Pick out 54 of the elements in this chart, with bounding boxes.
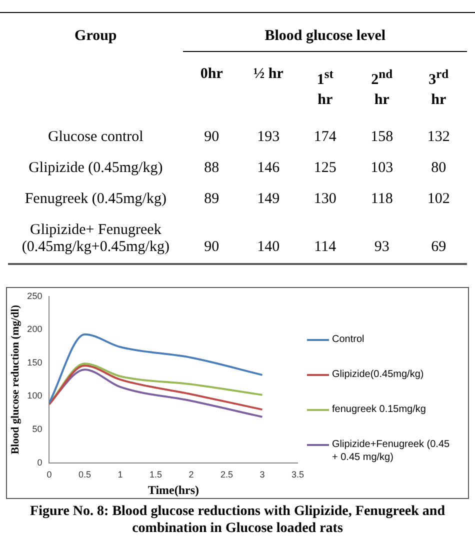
data-label: 140 <box>256 238 281 257</box>
legend-label: Glipizide+Fenugreek (0.45 + 0.45 mg/kg) <box>332 438 451 464</box>
data-label: 149 <box>256 190 281 209</box>
category-label: 3$^{rd}$ hr <box>428 66 450 110</box>
data-label: 90 <box>203 128 220 147</box>
data-label: 93 <box>373 238 390 257</box>
y-tick-label: 250 <box>27 290 42 301</box>
data-label: 90 <box>203 238 220 257</box>
data-label: 118 <box>370 190 394 209</box>
text: Figure No. 8: Blood glucose reductions with Glipizide, Fenugreek and combination in Glucose loaded rats <box>29 503 446 537</box>
data-label: 69 <box>430 238 448 257</box>
x-axis-title: Time(hrs) <box>148 482 200 497</box>
x-tick-label: 1.5 <box>149 470 162 480</box>
data-label: 80 <box>430 159 448 178</box>
x-tick-label: 2 <box>188 470 194 480</box>
legend-label: fenugreek 0.15mg/kg <box>332 402 426 416</box>
y-tick-label: 100 <box>27 390 42 401</box>
data-label: 146 <box>256 159 281 178</box>
data-label: 158 <box>370 128 394 147</box>
x-tick-label: 1 <box>118 470 123 480</box>
data-label: 125 <box>312 159 338 178</box>
data-label: 103 <box>370 159 394 178</box>
text: Glipizide+ Fenugreek (0.45mg/kg+0.45mg/kg) <box>20 221 170 257</box>
text: Blood glucose level <box>183 27 467 52</box>
data-label: 89 <box>203 190 220 209</box>
data-label: 88 <box>203 159 220 178</box>
text: Glucose control <box>46 128 144 147</box>
category-label: 1$^{st}$ hr <box>316 66 334 110</box>
legend-label: Control <box>332 332 364 346</box>
text: Glipizide (0.45mg/kg) <box>28 159 164 178</box>
legend-label: Glipizide(0.45mg/kg) <box>332 368 424 380</box>
line-series <box>49 364 264 411</box>
category-label: 2$^{nd}$ hr <box>370 66 394 110</box>
x-tick-label: 3 <box>260 470 265 480</box>
x-tick-label: 0.5 <box>78 470 91 480</box>
data-label: 130 <box>312 190 338 209</box>
y-axis-title: Blood glucose reduction (mg/dl) <box>9 304 22 454</box>
category-label: 0hr <box>199 65 224 84</box>
x-tick-label: 2.5 <box>220 470 233 480</box>
data-label: 174 <box>312 128 338 147</box>
y-tick-label: 150 <box>27 357 42 368</box>
category-label: ½ hr <box>252 65 284 84</box>
data-label: 114 <box>313 238 338 257</box>
y-tick-label: 50 <box>32 424 42 434</box>
data-label: 132 <box>426 128 451 147</box>
y-tick-label: 0 <box>37 457 42 468</box>
text: Group <box>74 27 118 46</box>
x-tick-label: 3.5 <box>291 470 304 480</box>
x-tick-label: 0 <box>46 470 52 480</box>
y-tick-label: 200 <box>27 324 42 334</box>
text: Fenugreek (0.45mg/kg) <box>24 190 168 209</box>
data-label: 102 <box>426 190 451 209</box>
data-label: 193 <box>256 128 281 147</box>
line-series <box>49 333 264 404</box>
